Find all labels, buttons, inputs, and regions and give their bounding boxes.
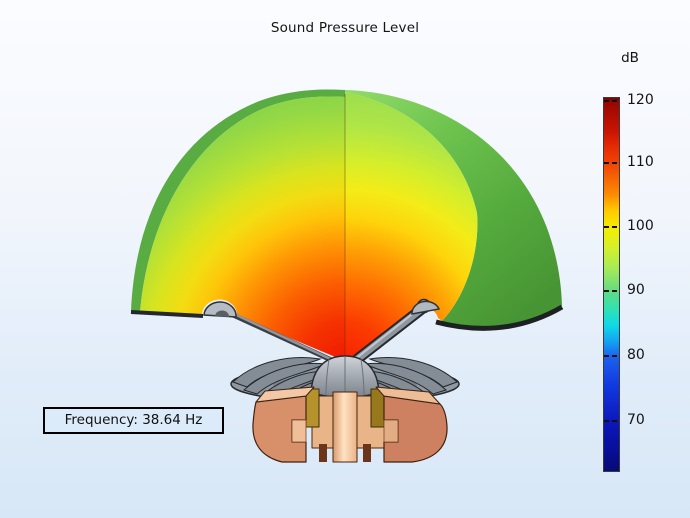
frequency-annotation: Frequency: 38.64 Hz bbox=[43, 407, 224, 434]
cone-surround-notches bbox=[203, 300, 441, 318]
magnet-right-top bbox=[375, 386, 441, 405]
colorbar-tick-label: 70 bbox=[627, 412, 645, 428]
magnet-assembly bbox=[252, 386, 448, 463]
colorbar-tick-icon bbox=[604, 100, 609, 102]
colorbar-unit-label: dB bbox=[621, 50, 639, 66]
colorbar-tick-icon bbox=[604, 226, 609, 228]
speaker-cone-edges bbox=[228, 298, 432, 370]
colorbar-tick-label: 90 bbox=[627, 282, 645, 298]
magnet-gap-right bbox=[363, 444, 371, 462]
colorbar-tick-icon bbox=[604, 420, 609, 422]
colorbar-tick-icon bbox=[612, 226, 617, 228]
colorbar-tick-label: 120 bbox=[627, 92, 654, 108]
magnet-gap-left bbox=[319, 444, 327, 462]
colorbar-tick-icon bbox=[612, 290, 617, 292]
voice-coil-right bbox=[370, 388, 385, 428]
colorbar-tick-icon bbox=[604, 162, 609, 164]
colorbar-tick-label: 110 bbox=[627, 154, 654, 170]
colorbar bbox=[603, 97, 620, 472]
colorbar-tick-icon bbox=[612, 420, 617, 422]
colorbar-tick-icon bbox=[604, 355, 609, 357]
magnet-left-inner bbox=[291, 419, 307, 443]
colorbar-tick-label: 100 bbox=[627, 218, 654, 234]
colorbar-tick-icon bbox=[604, 290, 609, 292]
pole-piece bbox=[332, 391, 358, 463]
dome-rim-left bbox=[130, 310, 204, 318]
spl-cut-face-left bbox=[140, 96, 345, 362]
plot-title: Sound Pressure Level bbox=[270, 20, 420, 36]
spl-cut-face-right bbox=[345, 92, 478, 362]
colorbar-tick-label: 80 bbox=[627, 347, 645, 363]
colorbar-tick-icon bbox=[612, 100, 617, 102]
voice-coil-left bbox=[305, 388, 320, 428]
dome-rim-right bbox=[435, 304, 564, 331]
colorbar-tick-icon bbox=[612, 355, 617, 357]
magnet-right-inner bbox=[383, 419, 399, 443]
dome-outer-shell-right bbox=[345, 90, 562, 328]
colorbar-tick-icon bbox=[612, 162, 617, 164]
magnet-left-top bbox=[255, 386, 315, 403]
